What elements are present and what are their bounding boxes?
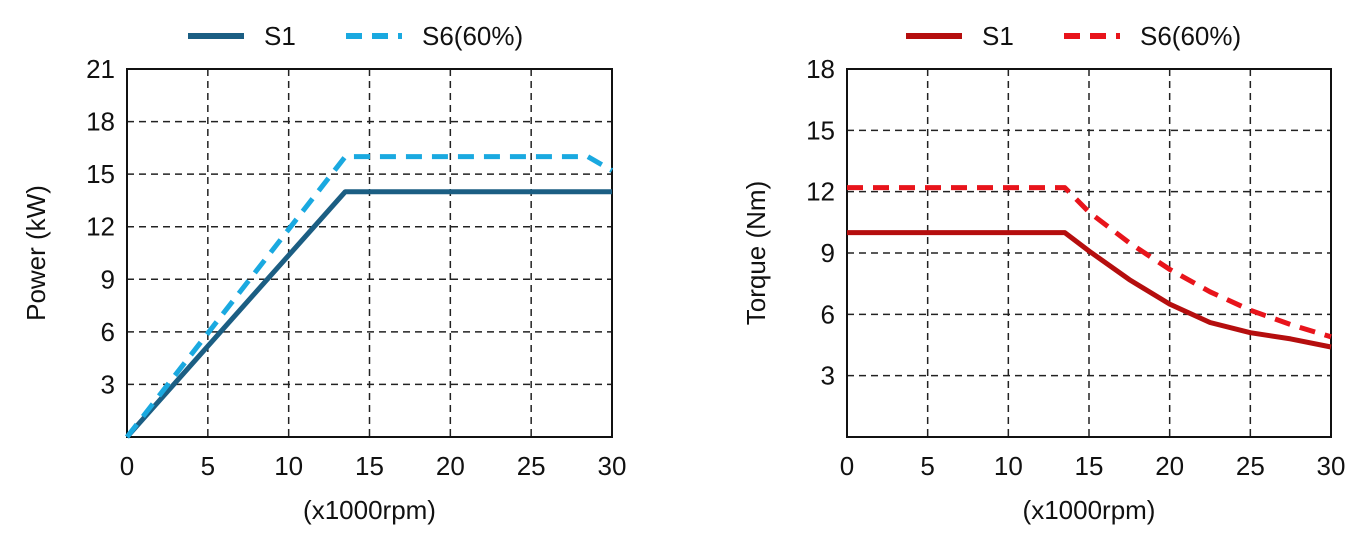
- x-tick-label: 0: [840, 451, 854, 481]
- x-tick-label: 15: [355, 451, 384, 481]
- series-line-0: [125, 189, 612, 439]
- y-tick-label: 18: [806, 54, 835, 84]
- y-tick-label: 21: [86, 54, 115, 84]
- y-tick-label: 12: [86, 212, 115, 242]
- x-tick-label: 0: [120, 451, 134, 481]
- x-tick-label: 15: [1075, 451, 1104, 481]
- x-axis-label: (x1000rpm): [303, 495, 436, 525]
- y-tick-label: 9: [821, 238, 835, 268]
- plot-frame: [126, 68, 613, 438]
- x-tick-label: 10: [994, 451, 1023, 481]
- legend-label-1: S6(60%): [422, 21, 523, 51]
- y-tick-label: 3: [101, 369, 115, 399]
- y-axis-label: Torque (Nm): [741, 181, 771, 325]
- x-axis-label: (x1000rpm): [1023, 495, 1156, 525]
- series-line-0: [847, 230, 1332, 350]
- y-axis-label: Power (kW): [21, 185, 51, 321]
- x-tick-label: 10: [274, 451, 303, 481]
- x-tick-label: 30: [598, 451, 627, 481]
- x-tick-label: 25: [517, 451, 546, 481]
- y-tick-label: 15: [86, 159, 115, 189]
- x-tick-label: 5: [920, 451, 934, 481]
- legend-label-0: S1: [982, 21, 1014, 51]
- plot-frame: [846, 68, 1332, 438]
- x-tick-label: 20: [1155, 451, 1184, 481]
- x-tick-label: 20: [436, 451, 465, 481]
- y-tick-label: 12: [806, 177, 835, 207]
- x-tick-label: 25: [1236, 451, 1265, 481]
- y-tick-label: 15: [806, 115, 835, 145]
- x-tick-label: 5: [201, 451, 215, 481]
- legend-label-0: S1: [264, 21, 296, 51]
- power-chart: 0 5 10 15 20 25 30 3 6 9 12 15 18 21 (x1000rpm) Power (…: [21, 21, 626, 525]
- x-tick-label: 30: [1317, 451, 1346, 481]
- legend-label-1: S6(60%): [1140, 21, 1241, 51]
- series-line-1: [847, 185, 1332, 340]
- y-tick-label: 9: [101, 264, 115, 294]
- y-tick-label: 3: [821, 361, 835, 391]
- y-tick-label: 6: [101, 317, 115, 347]
- series-line-1: [125, 154, 614, 439]
- y-tick-label: 18: [86, 107, 115, 137]
- torque-chart: 0 5 10 15 20 25 30 3 6 9 12 15 18 (x1000rpm) Torque (N…: [741, 21, 1345, 525]
- y-tick-label: 6: [821, 299, 835, 329]
